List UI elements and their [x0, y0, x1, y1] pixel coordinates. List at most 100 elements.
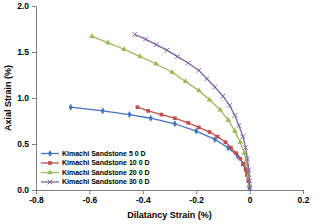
series-marker — [208, 130, 212, 134]
x-tick: 0.2 — [298, 190, 310, 205]
series-marker — [186, 121, 190, 125]
series-marker — [243, 145, 248, 150]
y-tick: 2.0 — [17, 1, 36, 11]
series-marker — [186, 61, 191, 66]
series-marker — [227, 103, 232, 108]
series-marker — [238, 157, 242, 161]
y-tick-label: 0.0 — [17, 185, 29, 195]
series-marker — [247, 186, 252, 190]
series-marker — [160, 113, 164, 117]
series-marker — [234, 151, 238, 155]
legend-label: Kimachi Sandstone 20 0 D — [62, 169, 150, 176]
y-tick-label: 1.0 — [17, 93, 29, 103]
x-tick-mark — [89, 190, 90, 194]
legend-item: Kimachi Sandstone 10 0 D — [41, 159, 150, 166]
series-marker — [224, 140, 228, 144]
y-tick: 1.5 — [17, 47, 36, 57]
series-marker — [143, 37, 148, 42]
x-axis: -0.8 -0.6 -0.4 -0.2 0 0.2 — [29, 190, 310, 205]
series-marker — [136, 105, 140, 109]
series-marker — [164, 48, 169, 53]
series-marker — [229, 146, 233, 150]
y-tick-mark — [32, 98, 36, 99]
series-marker — [196, 87, 202, 92]
series-marker — [146, 109, 150, 113]
y-tick-mark — [32, 52, 36, 53]
x-tick-mark — [303, 190, 304, 194]
series-marker — [245, 156, 250, 161]
y-tick: 0.5 — [17, 139, 36, 149]
series-marker — [153, 61, 159, 66]
series-line — [137, 107, 249, 186]
series-marker — [197, 68, 202, 73]
x-tick-mark — [196, 190, 197, 194]
x-axis-title: Dilatancy Strain (%) — [127, 210, 212, 220]
series-marker — [216, 135, 220, 139]
series-marker — [69, 104, 73, 111]
series-marker — [101, 107, 105, 114]
x-axis-line — [37, 191, 304, 195]
series-marker — [241, 134, 246, 139]
series-marker — [175, 54, 180, 59]
legend-marker — [48, 150, 52, 157]
chart: -0.8 -0.6 -0.4 -0.2 0 0.2 0.0 0.5 1.0 1.5 2.0 Dilat… — [0, 0, 329, 224]
series-marker — [137, 53, 143, 58]
series-marker — [247, 178, 252, 183]
x-tick: -0.6 — [83, 190, 98, 205]
series-marker — [197, 126, 201, 130]
series-marker — [237, 139, 243, 144]
series-marker — [89, 33, 95, 38]
x-tick-label: -0.2 — [189, 195, 204, 205]
legend: Kimachi Sandstone 5 0 D Kimachi Sandstone… — [41, 150, 150, 186]
series-marker — [225, 117, 231, 122]
x-tick-label: 0.2 — [298, 195, 310, 205]
x-tick: -0.8 — [29, 190, 44, 205]
x-tick-label: 0 — [248, 195, 253, 205]
y-tick-mark — [32, 144, 36, 145]
series — [132, 32, 251, 190]
series-marker — [105, 40, 111, 45]
y-axis-line — [32, 7, 37, 191]
x-tick: -0.4 — [136, 190, 151, 205]
series-marker — [127, 111, 131, 118]
x-tick-mark — [143, 190, 144, 194]
y-tick-label: 2.0 — [17, 1, 29, 11]
series — [69, 104, 252, 190]
series-line — [135, 35, 250, 189]
series-marker — [169, 69, 175, 74]
series-marker — [232, 128, 238, 133]
series — [136, 105, 252, 188]
series-line — [71, 107, 250, 188]
series-marker — [246, 167, 251, 172]
x-tick: -0.2 — [189, 190, 204, 205]
series-marker — [121, 46, 127, 51]
series-marker — [217, 107, 223, 112]
x-tick-label: -0.8 — [29, 195, 44, 205]
y-tick-mark — [32, 6, 36, 7]
series-marker — [183, 78, 189, 83]
series-marker — [233, 113, 238, 118]
legend-item: Kimachi Sandstone 5 0 D — [41, 150, 146, 157]
series-marker — [173, 120, 177, 127]
y-tick-label: 1.5 — [17, 47, 29, 57]
y-tick-mark — [32, 190, 36, 191]
y-tick-label: 0.5 — [17, 139, 29, 149]
series-marker — [132, 32, 137, 37]
series-marker — [244, 161, 250, 166]
legend-marker — [48, 161, 52, 165]
series-marker — [154, 42, 159, 47]
x-tick: 0 — [248, 190, 253, 205]
y-tick: 1.0 — [17, 93, 36, 103]
series-marker — [149, 115, 153, 122]
y-tick: 0.0 — [17, 185, 36, 195]
series-marker — [241, 162, 245, 166]
series-marker — [205, 76, 210, 81]
legend-label: Kimachi Sandstone 30 0 D — [62, 178, 150, 185]
series-marker — [207, 97, 213, 102]
legend-marker — [47, 169, 53, 174]
x-tick-label: -0.6 — [83, 195, 98, 205]
legend-item: Kimachi Sandstone 20 0 D — [41, 169, 150, 176]
series-marker — [237, 123, 242, 128]
y-axis-title: Axial Strain (%) — [3, 65, 13, 131]
x-tick-label: -0.4 — [136, 195, 151, 205]
